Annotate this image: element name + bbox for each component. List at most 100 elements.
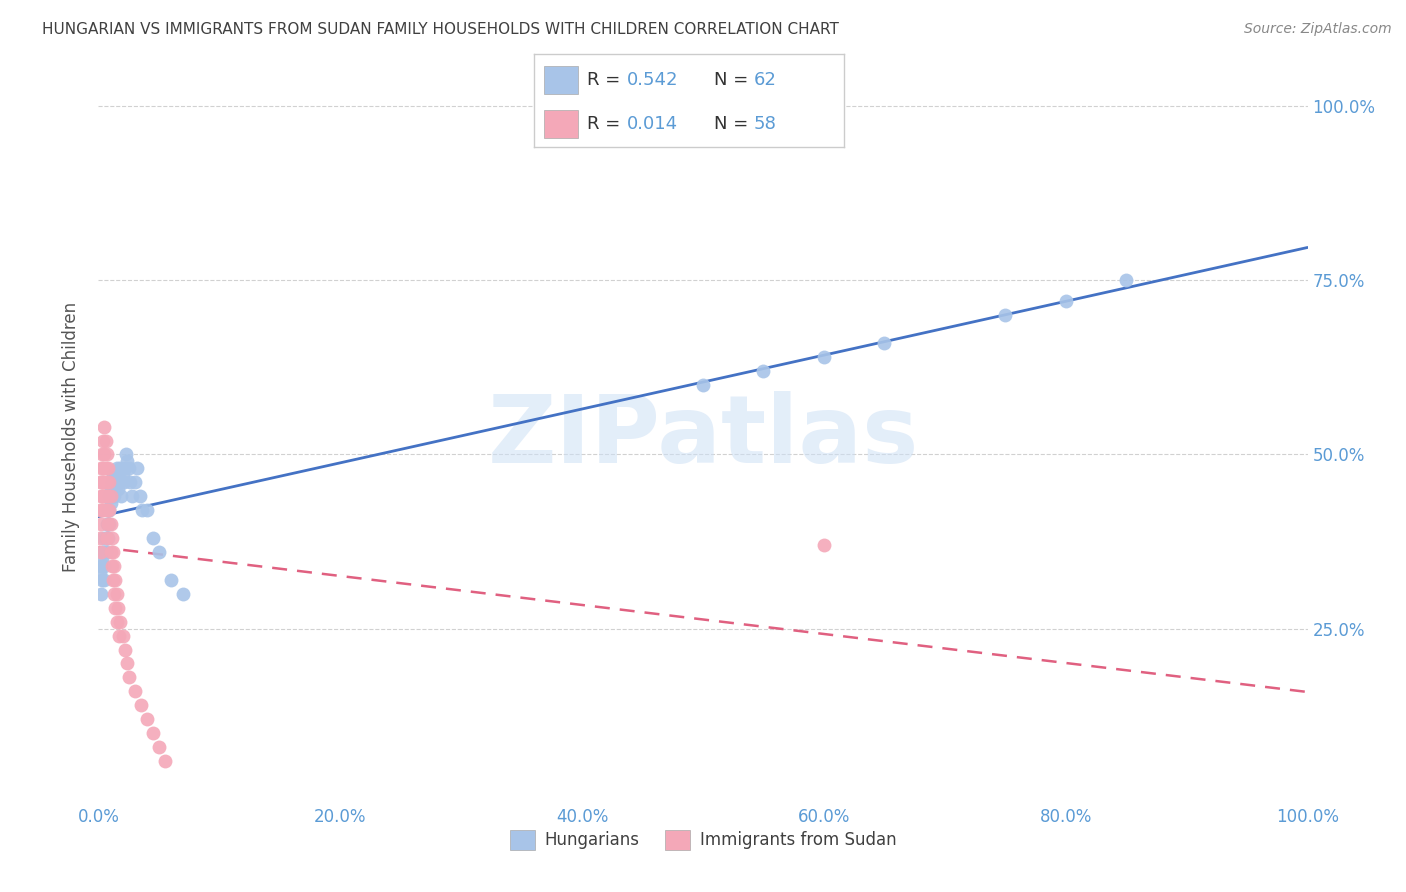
Point (153, 754, 176, 768)
Point (873, 336, 896, 351)
Point (98, 503, 121, 517)
Point (128, 489, 150, 503)
Point (97, 503, 120, 517)
Point (994, 308, 1017, 322)
Point (93, 558, 115, 573)
Text: 62: 62 (754, 70, 776, 88)
Point (90, 587, 112, 601)
Point (89, 503, 111, 517)
Text: HUNGARIAN VS IMMIGRANTS FROM SUDAN FAMILY HOUSEHOLDS WITH CHILDREN CORRELATION C: HUNGARIAN VS IMMIGRANTS FROM SUDAN FAMIL… (42, 22, 839, 37)
Point (107, 600, 129, 615)
Point (91, 531, 114, 545)
Point (94, 461, 117, 475)
Point (104, 468, 127, 483)
Point (97, 489, 120, 503)
Point (101, 468, 124, 483)
Point (142, 726, 165, 740)
Point (96, 503, 118, 517)
Point (96, 517, 118, 532)
Point (100, 531, 122, 545)
Point (91, 475, 114, 490)
Point (89, 531, 111, 545)
Point (91, 489, 114, 503)
Point (114, 642, 136, 657)
Point (148, 545, 170, 559)
Point (97, 461, 120, 475)
Legend: Hungarians, Immigrants from Sudan: Hungarians, Immigrants from Sudan (503, 823, 903, 856)
Point (117, 657, 139, 671)
Point (111, 629, 134, 643)
Point (135, 712, 157, 726)
Point (107, 468, 129, 483)
Point (105, 587, 128, 601)
Point (89, 475, 111, 490)
Point (91, 461, 114, 475)
Point (91, 503, 114, 517)
Point (100, 489, 122, 503)
Point (160, 573, 183, 587)
Point (105, 615, 128, 629)
Point (103, 558, 125, 573)
Point (91, 434, 114, 448)
Point (97, 517, 120, 532)
Point (100, 475, 122, 490)
Point (124, 475, 146, 490)
Point (1054, 294, 1077, 309)
Text: 0.542: 0.542 (627, 70, 679, 88)
Point (100, 483, 122, 497)
Point (93, 573, 115, 587)
Point (101, 545, 124, 559)
Text: Source: ZipAtlas.com: Source: ZipAtlas.com (1244, 22, 1392, 37)
Point (90, 545, 112, 559)
Point (172, 587, 194, 601)
Point (91, 448, 114, 462)
Point (97, 517, 120, 532)
Y-axis label: Family Households with Children: Family Households with Children (62, 302, 80, 572)
Point (94, 545, 117, 559)
Point (112, 475, 135, 490)
Bar (544, 110, 578, 138)
Point (135, 503, 157, 517)
Point (142, 531, 165, 545)
Point (98, 503, 121, 517)
Point (692, 377, 714, 392)
Point (101, 483, 124, 497)
Point (91, 552, 114, 566)
Point (90, 558, 112, 573)
Point (118, 475, 141, 490)
Point (129, 698, 152, 713)
Point (94, 489, 117, 503)
Point (114, 461, 136, 475)
Point (107, 483, 129, 497)
Point (108, 475, 131, 490)
Point (103, 587, 125, 601)
Point (108, 461, 131, 475)
Point (91, 545, 114, 559)
Point (94, 434, 117, 448)
Point (93, 475, 115, 490)
Point (94, 531, 117, 545)
Point (127, 461, 149, 475)
Point (96, 475, 118, 490)
Point (90, 461, 112, 475)
Point (813, 538, 835, 552)
Point (117, 454, 139, 468)
Point (100, 545, 122, 559)
Point (91, 475, 114, 490)
Bar (544, 66, 578, 94)
Point (98, 489, 121, 503)
Point (105, 475, 128, 490)
Point (108, 475, 131, 490)
Text: 0.014: 0.014 (627, 115, 678, 133)
Point (104, 600, 127, 615)
Point (89, 566, 111, 580)
Point (93, 503, 115, 517)
Point (124, 684, 146, 698)
Point (100, 558, 122, 573)
Text: N =: N = (714, 115, 754, 133)
Point (100, 496, 122, 510)
Point (96, 531, 118, 545)
Point (1115, 273, 1137, 287)
Point (104, 573, 127, 587)
Text: 58: 58 (754, 115, 776, 133)
